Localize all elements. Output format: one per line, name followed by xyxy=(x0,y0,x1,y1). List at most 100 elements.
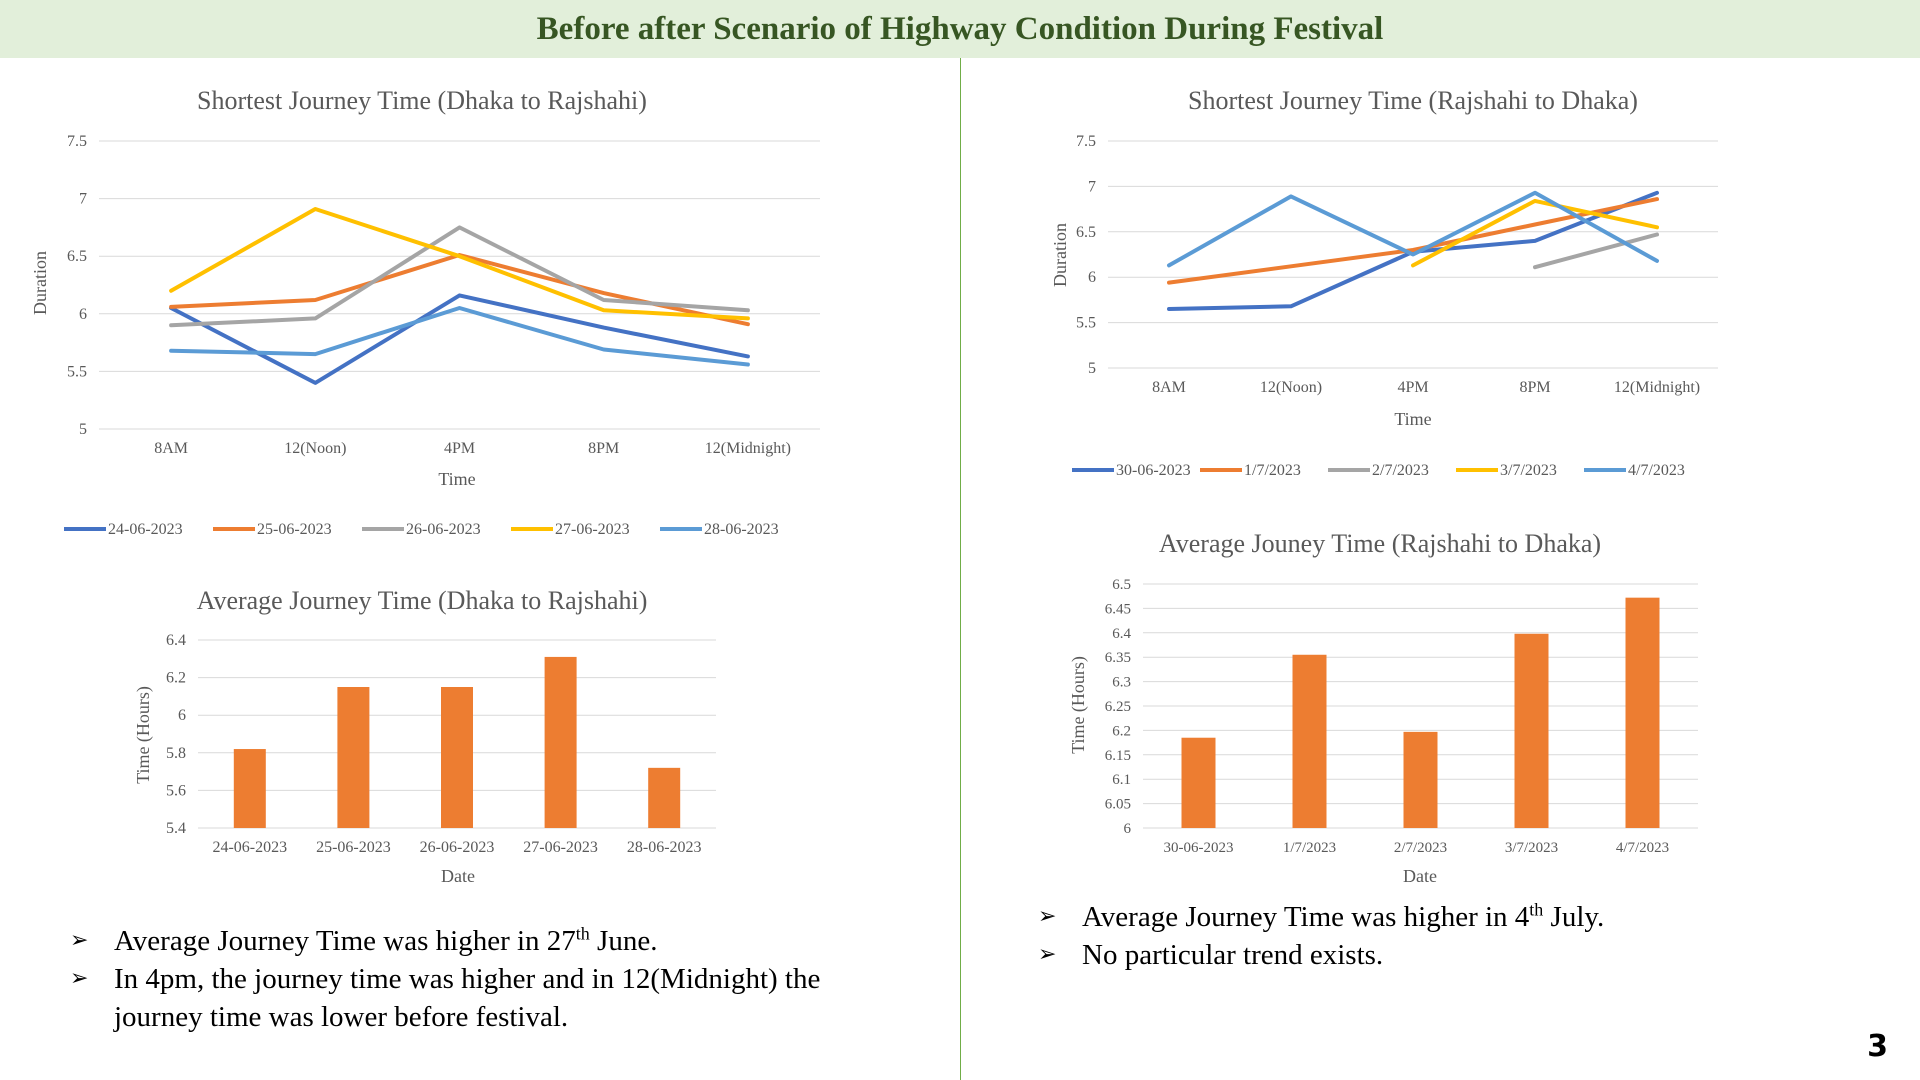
legend-label: 26-06-2023 xyxy=(406,521,481,538)
bar-27-06-2023 xyxy=(544,656,577,828)
x-tick-label: 8AM xyxy=(1152,379,1186,396)
y-axis-label: Duration xyxy=(30,251,50,315)
y-tick-label: 6 xyxy=(1124,821,1132,837)
y-tick-label: 7 xyxy=(79,191,87,208)
bar-25-06-2023 xyxy=(337,687,370,828)
y-axis-label: Time (Hours) xyxy=(133,686,154,784)
legend-label: 4/7/2023 xyxy=(1628,462,1685,479)
series-line-3/7/2023 xyxy=(1411,198,1659,268)
note-item: ➢ No particular trend exists. xyxy=(1038,936,1858,974)
series-line-4/7/2023 xyxy=(1167,190,1659,268)
y-tick-label: 5.5 xyxy=(67,363,87,380)
y-tick-label: 6.5 xyxy=(67,248,87,265)
page-number: 3 xyxy=(1867,1029,1888,1064)
bar-2/7/2023 xyxy=(1403,731,1438,828)
arrow-bullet-icon: ➢ xyxy=(70,966,89,991)
y-tick-label: 6 xyxy=(1088,269,1096,286)
x-axis-label: Date xyxy=(441,866,475,886)
x-tick-label: 12(Noon) xyxy=(1260,379,1322,396)
x-tick-label: 4PM xyxy=(1397,379,1428,396)
bar-1/7/2023 xyxy=(1292,654,1327,828)
x-tick-label: 26-06-2023 xyxy=(420,839,495,856)
series-line-27-06-2023 xyxy=(169,207,750,321)
bar-24-06-2023 xyxy=(233,749,266,828)
x-axis-label: Time xyxy=(1394,409,1431,429)
x-tick-label: 1/7/2023 xyxy=(1283,840,1336,856)
y-tick-label: 7.5 xyxy=(1076,133,1096,150)
bar-chart-rajshahi-to-dhaka-svg: Average Jouney Time (Rajshahi to Dhaka) … xyxy=(1068,529,1698,886)
page-header: Before after Scenario of Highway Conditi… xyxy=(0,0,1920,58)
legend-label: 25-06-2023 xyxy=(257,521,332,538)
bar-3/7/2023 xyxy=(1514,633,1549,828)
legend-label: 28-06-2023 xyxy=(704,521,779,538)
y-tick-label: 6.1 xyxy=(1112,772,1131,788)
series-line-24-06-2023 xyxy=(169,293,750,385)
legend-label: 3/7/2023 xyxy=(1500,462,1557,479)
y-tick-label: 7.5 xyxy=(67,133,87,150)
bar-chart-dhaka-to-rajshahi: Average Journey Time (Dhaka to Rajshahi)… xyxy=(130,582,730,892)
y-tick-label: 6 xyxy=(79,306,87,323)
x-tick-label: 4/7/2023 xyxy=(1616,840,1669,856)
legend-label: 24-06-2023 xyxy=(108,521,183,538)
x-tick-label: 12(Noon) xyxy=(284,440,346,457)
y-tick-label: 6.4 xyxy=(1112,626,1131,642)
arrow-bullet-icon: ➢ xyxy=(70,928,89,953)
chart-title: Shortest Journey Time (Rajshahi to Dhaka… xyxy=(1188,86,1638,115)
x-tick-label: 25-06-2023 xyxy=(316,839,391,856)
notes-left: ➢ Average Journey Time was higher in 27th… xyxy=(70,922,870,1036)
chart-title: Shortest Journey Time (Dhaka to Rajshahi… xyxy=(197,86,647,115)
bar-chart-rajshahi-to-dhaka: Average Jouney Time (Rajshahi to Dhaka) … xyxy=(1060,522,1720,892)
series-line-28-06-2023 xyxy=(169,306,750,367)
x-axis-label: Date xyxy=(1403,866,1437,886)
legend-label: 2/7/2023 xyxy=(1372,462,1429,479)
y-tick-label: 6.15 xyxy=(1105,748,1131,764)
y-tick-label: 5.6 xyxy=(166,782,186,799)
y-tick-label: 5.5 xyxy=(1076,315,1096,332)
line-chart-rajshahi-to-dhaka: Shortest Journey Time (Rajshahi to Dhaka… xyxy=(1040,78,1760,488)
arrow-bullet-icon: ➢ xyxy=(1038,904,1057,929)
bar-28-06-2023 xyxy=(648,767,681,828)
page-title: Before after Scenario of Highway Conditi… xyxy=(536,10,1384,47)
y-tick-label: 7 xyxy=(1088,178,1096,195)
y-tick-label: 6 xyxy=(178,707,186,724)
line-chart-dhaka-to-rajshahi: Shortest Journey Time (Dhaka to Rajshahi… xyxy=(20,78,840,548)
x-tick-label: 12(Midnight) xyxy=(705,440,791,457)
y-tick-label: 6.5 xyxy=(1112,577,1131,593)
bar-26-06-2023 xyxy=(441,687,473,828)
arrow-bullet-icon: ➢ xyxy=(1038,942,1057,967)
y-tick-label: 5.8 xyxy=(166,745,186,762)
chart-title: Average Journey Time (Dhaka to Rajshahi) xyxy=(197,586,648,615)
legend-label: 27-06-2023 xyxy=(555,521,630,538)
y-tick-label: 6.35 xyxy=(1105,650,1131,666)
note-item: ➢ Average Journey Time was higher in 4th … xyxy=(1038,898,1858,936)
note-item: ➢ In 4pm, the journey time was higher and… xyxy=(70,960,870,1036)
y-tick-label: 6.05 xyxy=(1105,797,1131,813)
chart-title: Average Jouney Time (Rajshahi to Dhaka) xyxy=(1159,529,1601,558)
line-chart-rajshahi-to-dhaka-svg: Shortest Journey Time (Rajshahi to Dhaka… xyxy=(1050,86,1718,479)
x-tick-label: 24-06-2023 xyxy=(212,839,287,856)
y-tick-label: 6.3 xyxy=(1112,675,1131,691)
y-tick-label: 6.4 xyxy=(166,632,186,649)
note-item: ➢ Average Journey Time was higher in 27th… xyxy=(70,922,870,960)
x-tick-label: 27-06-2023 xyxy=(523,839,598,856)
legend-label: 1/7/2023 xyxy=(1244,462,1301,479)
column-divider xyxy=(960,58,961,1080)
y-tick-label: 5.4 xyxy=(166,820,186,837)
legend-label: 30-06-2023 xyxy=(1116,462,1191,479)
y-tick-label: 6.2 xyxy=(1112,723,1131,739)
y-axis-label: Duration xyxy=(1050,223,1070,287)
y-tick-label: 5 xyxy=(1088,360,1096,377)
x-tick-label: 8PM xyxy=(1519,379,1550,396)
x-tick-label: 30-06-2023 xyxy=(1164,840,1234,856)
y-tick-label: 6.5 xyxy=(1076,224,1096,241)
series-line-26-06-2023 xyxy=(169,225,750,328)
x-tick-label: 12(Midnight) xyxy=(1614,379,1700,396)
bar-4/7/2023 xyxy=(1625,597,1660,828)
x-axis-label: Time xyxy=(438,469,475,489)
y-tick-label: 6.2 xyxy=(166,670,186,687)
line-chart-dhaka-to-rajshahi-svg: Shortest Journey Time (Dhaka to Rajshahi… xyxy=(30,86,820,538)
y-tick-label: 6.45 xyxy=(1105,601,1131,617)
x-tick-label: 2/7/2023 xyxy=(1394,840,1447,856)
x-tick-label: 8PM xyxy=(588,440,619,457)
y-axis-label: Time (Hours) xyxy=(1068,656,1089,754)
